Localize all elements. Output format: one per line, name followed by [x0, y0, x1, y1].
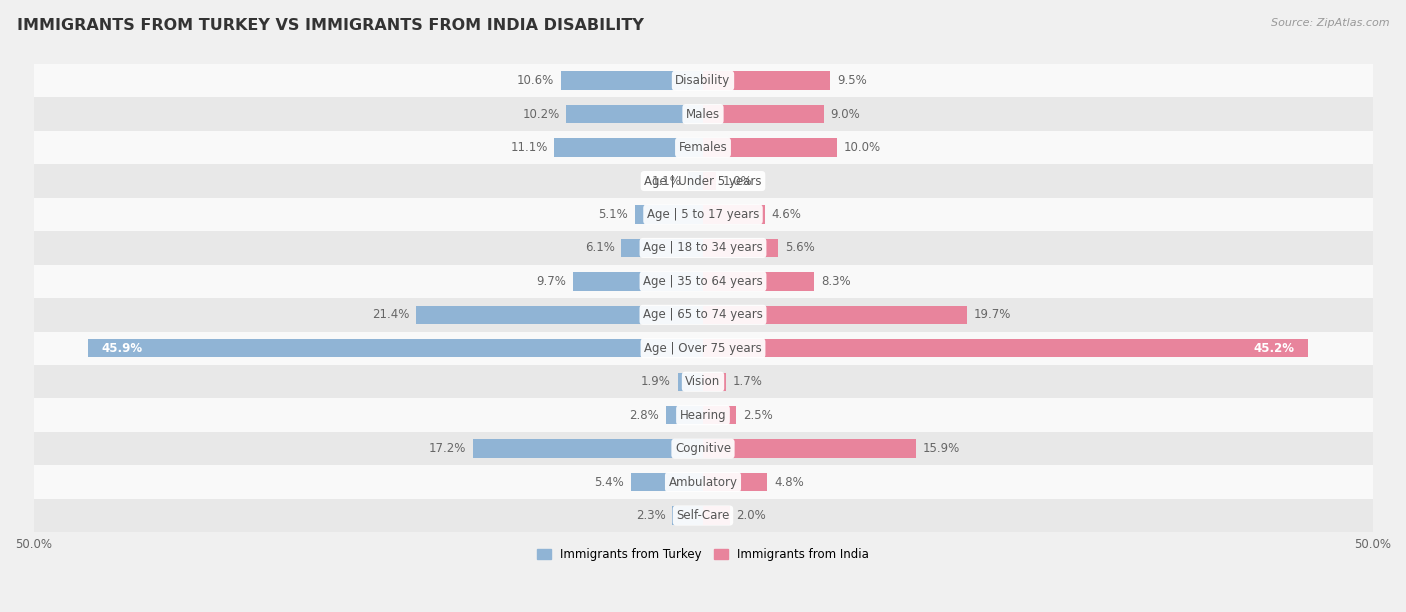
- Bar: [631, 473, 703, 491]
- Bar: [634, 205, 703, 223]
- Text: IMMIGRANTS FROM TURKEY VS IMMIGRANTS FROM INDIA DISABILITY: IMMIGRANTS FROM TURKEY VS IMMIGRANTS FRO…: [17, 18, 644, 34]
- Text: Cognitive: Cognitive: [675, 442, 731, 455]
- Text: Age | 5 to 17 years: Age | 5 to 17 years: [647, 208, 759, 221]
- Text: 2.3%: 2.3%: [636, 509, 665, 522]
- Bar: [703, 506, 730, 524]
- Text: Ambulatory: Ambulatory: [668, 476, 738, 488]
- Bar: [703, 339, 1308, 357]
- Text: 4.6%: 4.6%: [772, 208, 801, 221]
- Text: 1.1%: 1.1%: [652, 174, 682, 187]
- Bar: [34, 465, 1372, 499]
- Text: 5.4%: 5.4%: [595, 476, 624, 488]
- Text: 10.6%: 10.6%: [517, 74, 554, 87]
- Text: 11.1%: 11.1%: [510, 141, 548, 154]
- Bar: [34, 332, 1372, 365]
- Bar: [554, 138, 703, 157]
- Bar: [703, 138, 837, 157]
- Bar: [34, 198, 1372, 231]
- Bar: [703, 373, 725, 391]
- Bar: [34, 131, 1372, 164]
- Bar: [34, 365, 1372, 398]
- Bar: [89, 339, 703, 357]
- Text: Vision: Vision: [685, 375, 721, 388]
- Text: 21.4%: 21.4%: [373, 308, 409, 321]
- Bar: [703, 473, 768, 491]
- Bar: [34, 164, 1372, 198]
- Bar: [34, 64, 1372, 97]
- Bar: [703, 272, 814, 291]
- Bar: [689, 172, 703, 190]
- Bar: [703, 172, 717, 190]
- Text: Females: Females: [679, 141, 727, 154]
- Text: 2.8%: 2.8%: [628, 409, 659, 422]
- Text: 2.5%: 2.5%: [744, 409, 773, 422]
- Text: Males: Males: [686, 108, 720, 121]
- Text: Age | Under 5 years: Age | Under 5 years: [644, 174, 762, 187]
- Text: 45.2%: 45.2%: [1254, 341, 1295, 355]
- Text: 9.5%: 9.5%: [837, 74, 866, 87]
- Bar: [34, 499, 1372, 532]
- Text: 1.9%: 1.9%: [641, 375, 671, 388]
- Text: 17.2%: 17.2%: [429, 442, 465, 455]
- Bar: [34, 432, 1372, 465]
- Text: 10.2%: 10.2%: [523, 108, 560, 121]
- Text: Age | Over 75 years: Age | Over 75 years: [644, 341, 762, 355]
- Text: 45.9%: 45.9%: [101, 341, 143, 355]
- Bar: [574, 272, 703, 291]
- Legend: Immigrants from Turkey, Immigrants from India: Immigrants from Turkey, Immigrants from …: [531, 543, 875, 566]
- Text: 5.6%: 5.6%: [785, 241, 814, 255]
- Text: 9.7%: 9.7%: [537, 275, 567, 288]
- Bar: [703, 105, 824, 124]
- Bar: [665, 406, 703, 424]
- Text: Age | 18 to 34 years: Age | 18 to 34 years: [643, 241, 763, 255]
- Text: 9.0%: 9.0%: [830, 108, 860, 121]
- Bar: [567, 105, 703, 124]
- Bar: [703, 439, 915, 458]
- Bar: [672, 506, 703, 524]
- Text: Age | 65 to 74 years: Age | 65 to 74 years: [643, 308, 763, 321]
- Bar: [703, 406, 737, 424]
- Bar: [621, 239, 703, 257]
- Bar: [678, 373, 703, 391]
- Bar: [561, 72, 703, 90]
- Text: 4.8%: 4.8%: [773, 476, 804, 488]
- Bar: [703, 305, 967, 324]
- Text: 15.9%: 15.9%: [922, 442, 960, 455]
- Bar: [34, 298, 1372, 332]
- Text: 5.1%: 5.1%: [599, 208, 628, 221]
- Text: Hearing: Hearing: [679, 409, 727, 422]
- Bar: [34, 231, 1372, 264]
- Text: Disability: Disability: [675, 74, 731, 87]
- Bar: [703, 205, 765, 223]
- Text: 6.1%: 6.1%: [585, 241, 614, 255]
- Text: Source: ZipAtlas.com: Source: ZipAtlas.com: [1271, 18, 1389, 28]
- Text: Age | 35 to 64 years: Age | 35 to 64 years: [643, 275, 763, 288]
- Text: 2.0%: 2.0%: [737, 509, 766, 522]
- Text: 1.7%: 1.7%: [733, 375, 762, 388]
- Bar: [34, 97, 1372, 131]
- Bar: [472, 439, 703, 458]
- Bar: [34, 398, 1372, 432]
- Bar: [416, 305, 703, 324]
- Text: 1.0%: 1.0%: [723, 174, 752, 187]
- Bar: [703, 72, 830, 90]
- Text: 10.0%: 10.0%: [844, 141, 880, 154]
- Bar: [703, 239, 778, 257]
- Text: 19.7%: 19.7%: [973, 308, 1011, 321]
- Text: 8.3%: 8.3%: [821, 275, 851, 288]
- Text: Self-Care: Self-Care: [676, 509, 730, 522]
- Bar: [34, 264, 1372, 298]
